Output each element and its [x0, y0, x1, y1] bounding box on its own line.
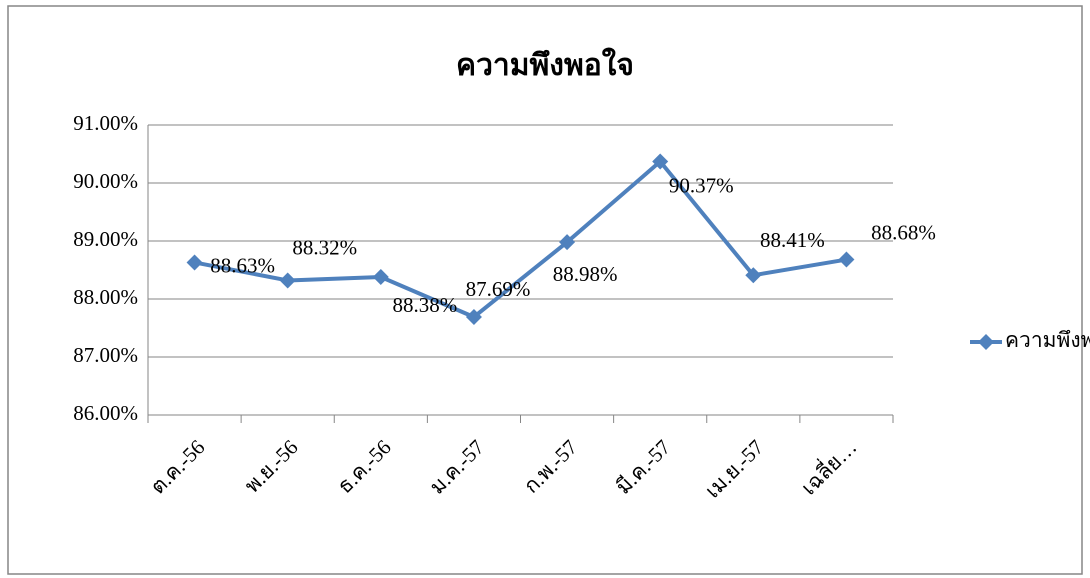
data-label: 88.63% — [210, 253, 275, 277]
data-label: 88.41% — [760, 228, 825, 252]
data-point — [186, 254, 203, 271]
data-point — [652, 153, 669, 170]
y-tick-label: 91.00% — [73, 111, 138, 135]
data-label: 88.98% — [553, 262, 618, 286]
data-label: 88.38% — [392, 293, 457, 317]
y-tick-label: 90.00% — [73, 169, 138, 193]
y-tick-label: 88.00% — [73, 285, 138, 309]
data-point — [465, 308, 482, 325]
data-point — [559, 234, 576, 251]
chart-frame — [7, 5, 1083, 575]
data-label: 90.37% — [669, 173, 734, 197]
data-point — [372, 268, 389, 285]
y-tick-label: 86.00% — [73, 401, 138, 425]
data-label: 88.68% — [871, 220, 936, 244]
data-label: 88.32% — [292, 235, 357, 259]
data-label: 87.69% — [466, 277, 531, 301]
series-line — [194, 159, 847, 319]
data-point — [279, 272, 296, 289]
y-tick-label: 89.00% — [73, 227, 138, 251]
data-point — [838, 251, 855, 268]
data-point — [745, 267, 762, 284]
legend-label: ความพึงพอใจ — [1005, 328, 1090, 352]
legend-marker — [978, 334, 994, 350]
chart-title: ความพึงพอใจ — [456, 47, 634, 82]
y-tick-label: 87.00% — [73, 343, 138, 367]
